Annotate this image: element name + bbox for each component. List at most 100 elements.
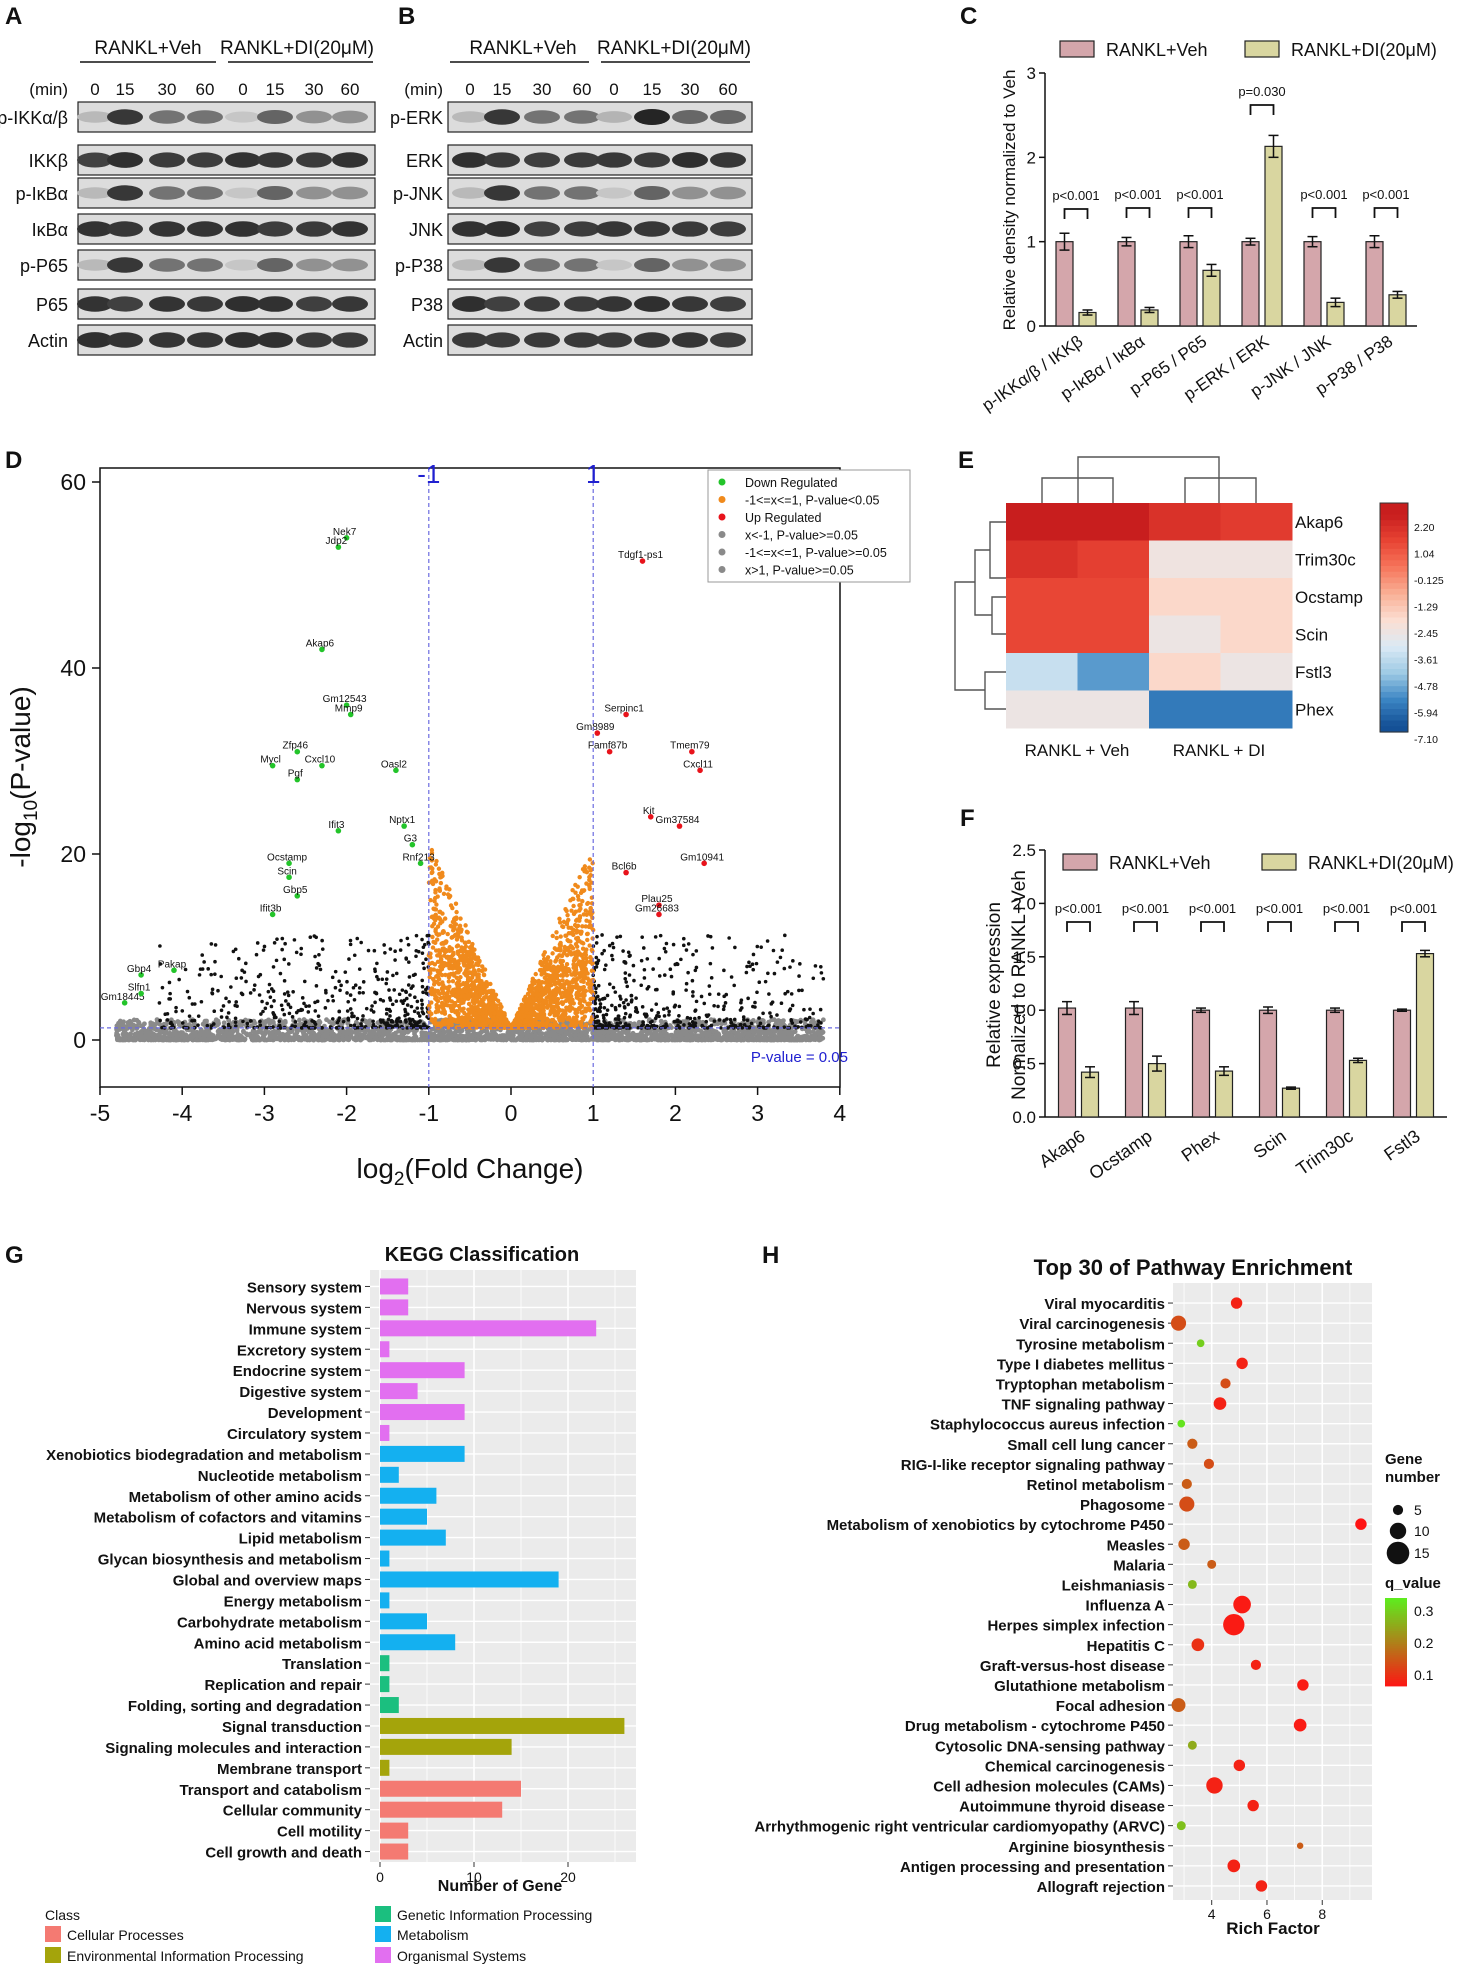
ns-point <box>401 1038 406 1043</box>
ns-point <box>319 1029 324 1034</box>
black-point <box>393 958 397 962</box>
ns-point <box>278 1038 283 1043</box>
black-point <box>392 988 396 992</box>
ns-point <box>722 1034 727 1039</box>
blot-band <box>107 332 143 348</box>
ns-point <box>201 1022 206 1027</box>
mid-point <box>447 979 451 983</box>
black-point <box>657 1015 661 1019</box>
black-point <box>331 994 335 998</box>
ns-point <box>625 1032 630 1037</box>
black-point <box>404 956 408 960</box>
ns-point <box>738 1037 743 1042</box>
black-point <box>234 947 238 951</box>
black-point <box>270 987 274 991</box>
blot-band <box>524 186 560 200</box>
black-point <box>421 985 425 989</box>
blot-band <box>296 152 332 167</box>
black-point <box>722 969 726 973</box>
black-point <box>174 1006 178 1010</box>
mid-point <box>561 925 565 929</box>
blot-band <box>332 332 368 347</box>
black-point <box>595 941 599 945</box>
blot-band <box>484 257 520 272</box>
blot-band <box>634 258 670 272</box>
black-point <box>200 1000 204 1004</box>
blot-band <box>332 296 368 311</box>
black-point <box>353 953 357 957</box>
blot-band <box>564 221 600 236</box>
time-label: 0 <box>238 80 247 99</box>
black-point <box>410 1005 414 1009</box>
black-point <box>745 965 749 969</box>
bar <box>1389 295 1406 326</box>
black-point <box>275 937 279 941</box>
mid-point <box>541 953 545 957</box>
black-point <box>373 991 377 995</box>
x-tick-label: -1 <box>419 1100 439 1126</box>
black-point <box>167 997 171 1001</box>
blot-band <box>107 185 143 200</box>
black-point <box>214 943 218 947</box>
ns-point <box>372 1029 377 1034</box>
black-point <box>268 983 272 987</box>
black-point <box>321 947 325 951</box>
black-point <box>343 970 347 974</box>
black-point <box>669 967 673 971</box>
black-point <box>187 996 191 1000</box>
black-point <box>627 1023 631 1027</box>
blot-band <box>187 296 223 311</box>
ns-point <box>139 1037 144 1042</box>
group-label-di: RANKL+DI(20μM) <box>220 38 374 59</box>
bar <box>1118 242 1135 326</box>
ns-point <box>627 1037 632 1042</box>
y-axis-label: Normalized to RANKL+Veh <box>1009 870 1030 1100</box>
black-point <box>331 976 335 980</box>
mid-point <box>585 870 589 874</box>
black-point <box>819 1008 823 1012</box>
black-point <box>337 979 341 983</box>
blot-band <box>332 221 368 237</box>
p-value-label: p<0.001 <box>1189 901 1236 916</box>
black-point <box>345 980 349 984</box>
black-point <box>200 953 204 957</box>
black-point <box>809 1024 813 1028</box>
black-point <box>705 1013 709 1017</box>
black-point <box>775 1013 779 1017</box>
black-point <box>390 1020 394 1024</box>
ns-point <box>501 1036 506 1041</box>
ns-point <box>304 1037 309 1042</box>
blot-band <box>710 152 746 167</box>
legend-label: RANKL+Veh <box>1106 40 1208 60</box>
time-label: 15 <box>116 80 135 99</box>
ns-point <box>121 1019 126 1024</box>
black-point <box>346 1009 350 1013</box>
black-point <box>349 1007 353 1011</box>
black-point <box>706 1026 710 1030</box>
black-point <box>399 939 403 943</box>
black-point <box>780 948 784 952</box>
panel-letter-B: B <box>398 3 415 30</box>
blot-band <box>332 259 368 272</box>
blot-band <box>452 259 488 271</box>
ns-point <box>605 1034 610 1039</box>
black-point <box>682 937 686 941</box>
time-label: 15 <box>493 80 512 99</box>
blot-row-label: p-ERK <box>390 108 443 128</box>
p-value-label: p<0.001 <box>1052 188 1099 203</box>
legend-label: RANKL+Veh <box>1109 853 1211 873</box>
black-point <box>659 934 663 938</box>
black-point <box>387 1018 391 1022</box>
ns-point <box>529 1036 534 1041</box>
ns-point <box>670 1038 675 1043</box>
blot-band <box>149 296 185 312</box>
blot-band <box>149 258 185 272</box>
blot-band <box>452 187 488 199</box>
ns-point <box>780 1032 785 1037</box>
black-point <box>225 1016 229 1020</box>
black-point <box>745 971 749 975</box>
ns-point <box>385 1037 390 1042</box>
ns-point <box>215 1021 220 1026</box>
sig-bracket <box>1375 208 1398 218</box>
black-point <box>650 1019 654 1023</box>
